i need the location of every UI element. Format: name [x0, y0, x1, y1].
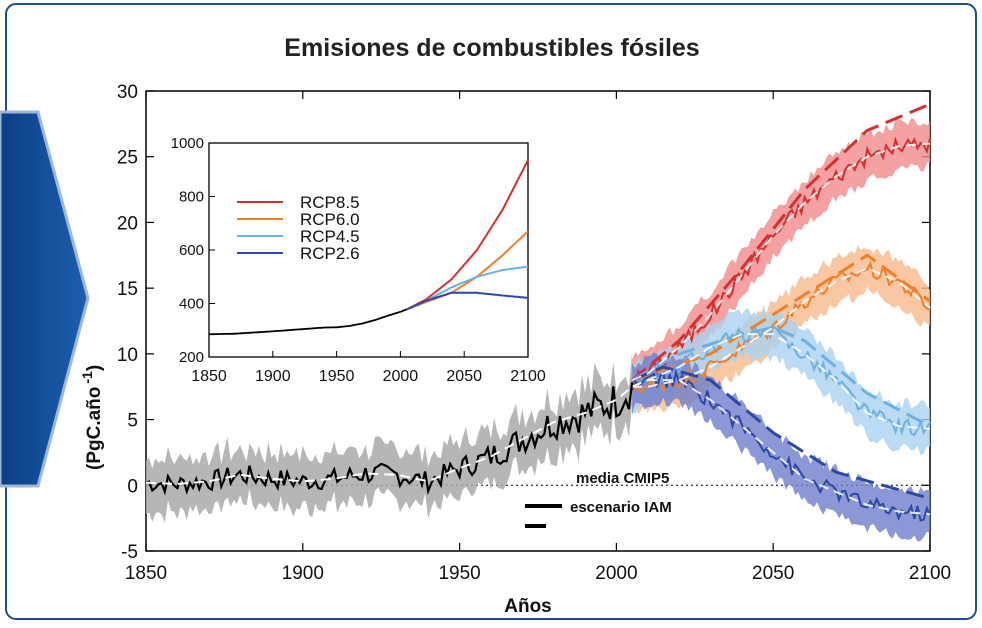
y-axis-label-sup: -1	[79, 371, 95, 384]
iam-rcp85	[631, 102, 931, 382]
band-rcp45	[632, 305, 930, 456]
iam-rcp26	[631, 365, 931, 500]
historical-smoothed	[145, 385, 633, 486]
chart-title: Emisiones de combustibles fósiles	[284, 34, 699, 62]
inset-series-rcp60	[406, 230, 529, 311]
y-tick-label: 10	[117, 345, 138, 366]
inset-legend-label: RCP6.0	[300, 210, 360, 229]
historical-line	[145, 382, 634, 496]
smoothed-rcp26	[631, 379, 931, 516]
inset-y-tick-label: 800	[179, 189, 204, 206]
y-axis-label-main: (PgC.año	[84, 387, 105, 470]
inset-x-tick-label: 1850	[191, 368, 227, 385]
inset-x-tick-label: 1900	[255, 368, 291, 385]
y-tick-label: -5	[121, 542, 138, 563]
x-axis-label: Años	[504, 596, 552, 617]
inset-y-tick-label: 600	[179, 242, 204, 259]
inset-x-tick-label: 2050	[446, 368, 482, 385]
svg-text:(PgC.año-1): (PgC.año -1)	[79, 365, 105, 470]
y-tick-label: 15	[117, 279, 138, 300]
inset-x-tick-label: 2000	[383, 368, 419, 385]
y-axis-label: (PgC.año -1)	[79, 365, 105, 470]
y-tick-label: 30	[117, 82, 138, 103]
inset-plot-area	[208, 142, 529, 358]
inset-legend-label: RCP8.5	[300, 193, 360, 212]
x-tick-label: 2000	[595, 563, 637, 584]
arrow-decoration	[0, 110, 90, 488]
y-tick-label: 0	[127, 476, 138, 497]
smoothed-rcp60	[632, 267, 931, 388]
inset-y-tick-label: 1000	[171, 135, 204, 152]
legend-iam-label: escenario IAM	[570, 499, 672, 516]
smoothed-rcp45	[631, 333, 931, 430]
y-tick-label: 5	[127, 411, 138, 432]
iam-rcp45	[631, 326, 931, 428]
legend-cmip5-label: media CMIP5	[576, 470, 669, 487]
y-tick-label: 20	[117, 213, 138, 234]
x-tick-label: 2100	[909, 563, 951, 584]
series-rcp45	[631, 324, 931, 437]
inset-series-rcp26	[406, 291, 529, 311]
inset-legend-label: RCP2.6	[300, 244, 360, 263]
inset-legend-label: RCP4.5	[300, 227, 360, 246]
inset-plot: 1850 1900 1950 2000 2050 2100 200 400 600 800 1000…	[171, 128, 546, 390]
x-tick-label: 2050	[752, 563, 794, 584]
smoothed-rcp85	[631, 142, 931, 382]
inset-y-tick-label: 200	[179, 349, 204, 366]
inset-series-rcp85	[406, 159, 529, 311]
inset-x-tick-label: 1950	[319, 368, 355, 385]
x-tick-label: 1900	[282, 563, 324, 584]
x-tick-label: 1850	[125, 563, 167, 584]
inset-y-tick-label: 400	[179, 296, 204, 313]
inset-historical-line	[208, 308, 408, 336]
y-axis-label-close: )	[84, 365, 105, 371]
iam-rcp60	[631, 253, 931, 382]
y-tick-label: 25	[117, 148, 138, 169]
x-tick-label: 1950	[438, 563, 480, 584]
inset-x-tick-label: 2100	[510, 368, 546, 385]
